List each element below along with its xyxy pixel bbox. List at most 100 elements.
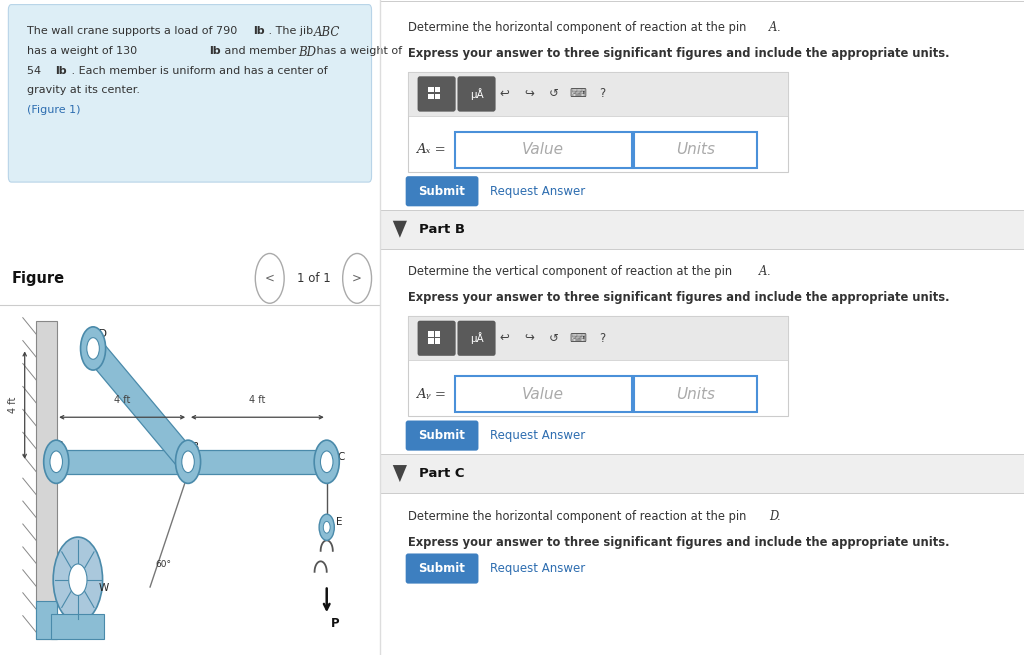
Text: Part C: Part C — [419, 467, 464, 480]
Text: ↪: ↪ — [524, 332, 535, 345]
Text: Determine the horizontal component of reaction at the pin: Determine the horizontal component of re… — [409, 510, 751, 523]
Circle shape — [343, 253, 372, 303]
Text: lb: lb — [209, 46, 220, 56]
Circle shape — [44, 440, 69, 483]
Circle shape — [53, 537, 102, 622]
FancyBboxPatch shape — [406, 176, 478, 206]
Text: W: W — [98, 584, 109, 593]
Text: ⌨: ⌨ — [569, 332, 587, 345]
Text: (Figure 1): (Figure 1) — [27, 105, 80, 115]
Text: Aᵧ =: Aᵧ = — [416, 388, 446, 400]
Circle shape — [69, 564, 87, 595]
Text: lb: lb — [253, 26, 265, 36]
Bar — [435, 94, 440, 100]
FancyBboxPatch shape — [8, 5, 372, 182]
Bar — [409, 316, 788, 360]
FancyBboxPatch shape — [458, 77, 496, 111]
Circle shape — [255, 253, 285, 303]
FancyBboxPatch shape — [418, 321, 456, 356]
Circle shape — [319, 514, 334, 540]
Text: Request Answer: Request Answer — [490, 185, 586, 198]
FancyBboxPatch shape — [409, 316, 788, 416]
Text: 54: 54 — [27, 66, 44, 75]
Text: and member: and member — [221, 46, 300, 56]
Text: . The jib: . The jib — [265, 26, 316, 36]
Text: B: B — [191, 442, 199, 452]
Bar — [455, 132, 632, 168]
Text: ↩: ↩ — [500, 332, 510, 345]
Bar — [435, 338, 440, 344]
Text: has a weight of 130: has a weight of 130 — [27, 46, 140, 56]
Text: <: < — [265, 272, 274, 285]
Text: A: A — [769, 21, 777, 34]
Bar — [634, 376, 757, 412]
Text: Value: Value — [522, 142, 564, 157]
Bar — [428, 331, 433, 337]
Bar — [51, 614, 104, 639]
Circle shape — [87, 338, 99, 359]
Bar — [56, 450, 327, 474]
Text: Express your answer to three significant figures and include the appropriate uni: Express your answer to three significant… — [409, 47, 949, 60]
Text: The wall crane supports a load of 790: The wall crane supports a load of 790 — [27, 26, 241, 36]
Text: has a weight of: has a weight of — [313, 46, 402, 56]
Text: Express your answer to three significant figures and include the appropriate uni: Express your answer to three significant… — [409, 291, 949, 305]
Text: ↺: ↺ — [549, 332, 559, 345]
Bar — [428, 87, 433, 92]
Text: ↩: ↩ — [500, 88, 510, 100]
Text: 4 ft: 4 ft — [249, 396, 265, 405]
Text: >: > — [352, 272, 362, 285]
Text: Determine the vertical component of reaction at the pin: Determine the vertical component of reac… — [409, 265, 736, 278]
Bar — [435, 87, 440, 92]
Text: Express your answer to three significant figures and include the appropriate uni: Express your answer to three significant… — [409, 536, 949, 549]
Circle shape — [314, 440, 339, 483]
Text: 4 ft: 4 ft — [7, 397, 17, 413]
Text: Units: Units — [676, 386, 715, 402]
Text: Determine the horizontal component of reaction at the pin: Determine the horizontal component of re… — [409, 21, 751, 34]
FancyBboxPatch shape — [406, 421, 478, 451]
Text: C: C — [337, 453, 345, 462]
FancyBboxPatch shape — [406, 553, 478, 584]
Text: Part B: Part B — [419, 223, 465, 236]
Text: Submit: Submit — [419, 562, 466, 575]
Text: ↺: ↺ — [549, 88, 559, 100]
Polygon shape — [393, 465, 407, 482]
Text: lb: lb — [55, 66, 67, 75]
Text: D: D — [769, 510, 778, 523]
Text: ABC: ABC — [314, 26, 341, 39]
Polygon shape — [88, 337, 193, 474]
Bar — [435, 331, 440, 337]
Text: μÅ: μÅ — [470, 88, 483, 100]
Text: ⌨: ⌨ — [569, 88, 587, 100]
Bar — [634, 132, 757, 168]
Bar — [428, 338, 433, 344]
Text: 4 ft: 4 ft — [114, 396, 130, 405]
Text: .: . — [776, 21, 780, 34]
Bar — [409, 72, 788, 116]
Circle shape — [182, 451, 195, 473]
Bar — [428, 94, 433, 100]
Text: Submit: Submit — [419, 185, 466, 198]
Text: . Each member is uniform and has a center of: . Each member is uniform and has a cente… — [68, 66, 328, 75]
Text: Value: Value — [522, 386, 564, 402]
Polygon shape — [393, 221, 407, 238]
Circle shape — [324, 521, 330, 533]
Text: BD: BD — [298, 46, 316, 59]
Bar — [380, 454, 1024, 493]
Text: ?: ? — [600, 332, 606, 345]
Bar — [36, 601, 57, 639]
Bar — [380, 210, 1024, 249]
Text: ?: ? — [600, 88, 606, 100]
Text: 60°: 60° — [156, 561, 172, 569]
Text: Units: Units — [676, 142, 715, 157]
Text: .: . — [767, 265, 771, 278]
FancyBboxPatch shape — [458, 321, 496, 356]
Text: Submit: Submit — [419, 429, 466, 442]
Bar — [455, 376, 632, 412]
Text: Aₓ =: Aₓ = — [416, 143, 445, 156]
Text: μÅ: μÅ — [470, 332, 483, 345]
Text: Request Answer: Request Answer — [490, 429, 586, 442]
Text: P: P — [332, 617, 340, 630]
Circle shape — [81, 327, 105, 370]
FancyBboxPatch shape — [409, 72, 788, 172]
Text: A: A — [759, 265, 768, 278]
